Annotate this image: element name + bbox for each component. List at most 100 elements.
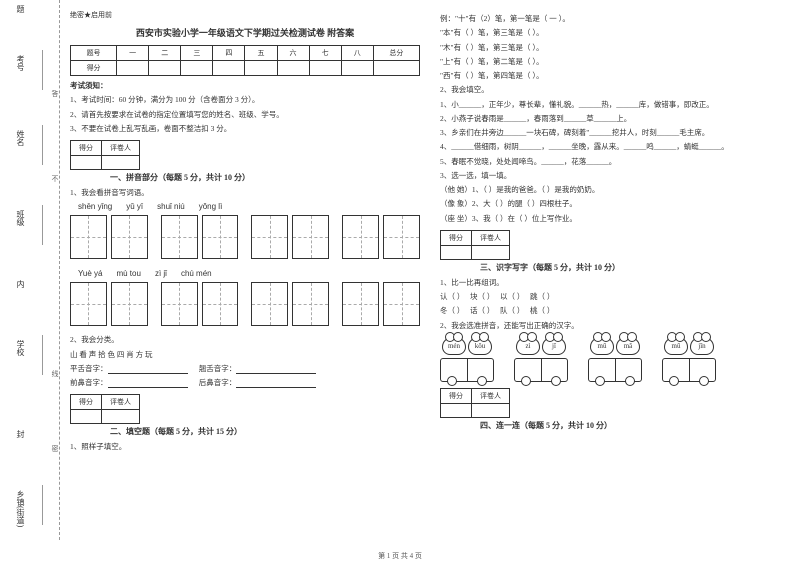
tian-box: [251, 282, 288, 326]
cloud-unit: mǔmǎ: [588, 337, 642, 382]
th: 二: [149, 46, 181, 61]
tian-box: [161, 215, 198, 259]
fill-line: 5、春眠不觉晓，处处闻啼鸟。______，花落______。: [440, 156, 790, 167]
td: 得分: [71, 61, 117, 76]
q-text: 1、比一比再组词。: [440, 277, 790, 288]
side-line: [42, 50, 43, 90]
tian-box: [111, 215, 148, 259]
q-text: 1、照样子填空。: [70, 441, 420, 452]
th: 四: [213, 46, 245, 61]
cloud: zì: [516, 337, 540, 355]
side-dash: 线: [50, 370, 60, 377]
tian-row: [70, 282, 420, 326]
pinyin: mù tou: [116, 269, 140, 278]
side-line: [42, 485, 43, 525]
cloud-unit: zìjǐ: [514, 337, 568, 382]
q-text: 3、选一选，填一填。: [440, 170, 790, 181]
side-label: 乡镇(街道): [15, 490, 26, 527]
th: 八: [341, 46, 373, 61]
section-3-title: 三、识字写字（每题 5 分，共计 10 分）: [480, 262, 790, 273]
fill-line: 前鼻音字： 后鼻音字：: [70, 377, 420, 388]
cloud: jīn: [690, 337, 714, 355]
tian-box: [342, 215, 379, 259]
fill-line: 1、小______，正年少，尊长辈，懂礼貌。______热，______库，做错…: [440, 99, 790, 110]
cloud: jǐ: [542, 337, 566, 355]
side-label: 班级: [15, 210, 26, 226]
tian-box: [383, 282, 420, 326]
cloud: mǎ: [616, 337, 640, 355]
bus-box: [440, 358, 494, 382]
cloud: mén: [442, 337, 466, 355]
bus-box: [514, 358, 568, 382]
blank: [236, 379, 316, 388]
compare-row: 认（ ） 块（ ） 以（ ） 跳（ ）: [440, 291, 790, 302]
tian-box: [202, 215, 239, 259]
compare-row: 冬（ ） 话（ ） 队（ ） 桃（ ）: [440, 305, 790, 316]
th: 七: [309, 46, 341, 61]
table-row: 题号 一 二 三 四 五 六 七 八 总分: [71, 46, 420, 61]
pinyin: shuǐ niú: [157, 202, 185, 211]
tian-box: [70, 215, 107, 259]
page-footer: 第 1 页 共 4 页: [0, 551, 800, 561]
notice-item: 3、不要在试卷上乱写乱画，卷面不整洁扣 3 分。: [70, 123, 420, 134]
cloud-unit: ménkǒu: [440, 337, 494, 382]
side-label: 考号: [15, 55, 26, 71]
cloud-unit: mǔjīn: [662, 337, 716, 382]
side-dash: 密: [50, 445, 60, 452]
cloud-row: ménkǒu zìjǐ mǔmǎ mǔjīn: [440, 337, 790, 382]
bus-box: [662, 358, 716, 382]
pinyin: yǒng lì: [199, 202, 223, 211]
section-2-title: 二、填空题（每题 5 分，共计 15 分）: [110, 426, 420, 437]
right-column: 例："十"有（2）笔，第一笔是（ 一 ）。 "本"有（ ）笔，第三笔是（ ）。 …: [440, 10, 790, 455]
notice-item: 1、考试时间：60 分钟，满分为 100 分（含卷面分 3 分）。: [70, 94, 420, 105]
section-scorebox: 得分评卷人: [440, 230, 510, 260]
fill-line: "本"有（ ）笔，第三笔是（ ）。: [440, 27, 790, 38]
pinyin: Yuè yá: [78, 269, 102, 278]
blank: [108, 365, 188, 374]
page-content: 绝密★启用前 西安市实验小学一年级语文下学期过关检测试卷 附答案 题号 一 二 …: [70, 10, 790, 455]
blank: [236, 365, 316, 374]
cloud: kǒu: [468, 337, 492, 355]
tian-box: [161, 282, 198, 326]
fill-line: "木"有（ ）笔，第三笔是（ ）。: [440, 42, 790, 53]
binding-sidebar: 题 考号 答 姓名 不 班级 内 学校 线 封 密 乡镇(街道): [0, 0, 60, 540]
tian-box: [202, 282, 239, 326]
side-label: 姓名: [15, 130, 26, 146]
fill-line: （座 坐）3、我（ ）在（ ）位上写作业。: [440, 213, 790, 224]
pinyin: yǔ yī: [126, 202, 143, 211]
th: 三: [181, 46, 213, 61]
blank: [108, 379, 188, 388]
section-1-title: 一、拼音部分（每题 5 分，共计 10 分）: [110, 172, 420, 183]
q-text: 山 看 声 拾 色 四 肖 方 玩: [70, 349, 420, 360]
section-scorebox: 得分评卷人: [70, 394, 140, 424]
th: 五: [245, 46, 277, 61]
side-line: [42, 205, 43, 245]
secret-mark: 绝密★启用前: [70, 10, 420, 20]
fill-line: 平舌音字： 翘舌音字：: [70, 363, 420, 374]
side-label: 学校: [15, 340, 26, 356]
sb-label: 得分: [71, 141, 102, 156]
q-text: 1、我会看拼音写词语。: [70, 187, 420, 198]
tian-box: [292, 282, 329, 326]
q-text: 2、我会分类。: [70, 334, 420, 345]
side-line: [42, 335, 43, 375]
tian-row: [70, 215, 420, 259]
example-line: 例："十"有（2）笔，第一笔是（ 一 ）。: [440, 13, 790, 24]
th: 题号: [71, 46, 117, 61]
fill-line: "西"有（ ）笔，第四笔是（ ）。: [440, 70, 790, 81]
fill-line: （像 象）2、大（ ）的腿（ ）四根柱子。: [440, 198, 790, 209]
fill-line: "上"有（ ）笔，第二笔是（ ）。: [440, 56, 790, 67]
pinyin: zì jǐ: [155, 269, 167, 278]
left-column: 绝密★启用前 西安市实验小学一年级语文下学期过关检测试卷 附答案 题号 一 二 …: [70, 10, 420, 455]
exam-title: 西安市实验小学一年级语文下学期过关检测试卷 附答案: [70, 26, 420, 39]
pinyin-row-label: shēn yǐng yǔ yī shuǐ niú yǒng lì: [78, 202, 420, 211]
th: 一: [117, 46, 149, 61]
th: 总分: [373, 46, 419, 61]
q-text: 2、我会填空。: [440, 84, 790, 95]
side-dash: 答: [50, 90, 60, 97]
bus-box: [588, 358, 642, 382]
sb-label: 评卷人: [102, 141, 140, 156]
th: 六: [277, 46, 309, 61]
q-text: 2、我会选准拼音，还能写出正确的汉字。: [440, 320, 790, 331]
side-line: [42, 125, 43, 165]
